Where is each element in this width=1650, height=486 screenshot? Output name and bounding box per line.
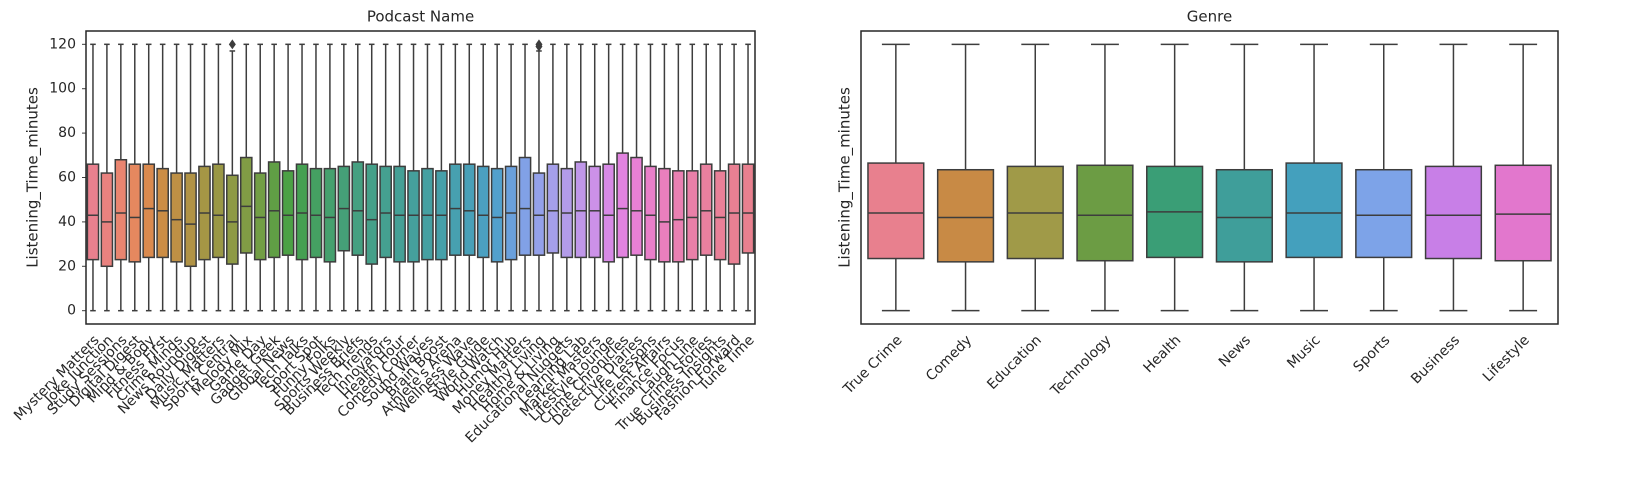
- box: [518, 156, 532, 256]
- box: [351, 161, 365, 256]
- box: [114, 158, 128, 261]
- outlier: [228, 39, 236, 50]
- box: [685, 170, 699, 261]
- box: [727, 163, 741, 265]
- box: [462, 163, 476, 256]
- box: [184, 172, 197, 268]
- x-tick-label: Business: [1408, 332, 1463, 387]
- box: [699, 163, 713, 256]
- box: [936, 168, 995, 263]
- axes-frame: [85, 30, 756, 325]
- box: [490, 167, 504, 263]
- box: [156, 167, 169, 259]
- x-tick-label: Sports: [1350, 332, 1393, 375]
- subplot-title: Genre: [1187, 8, 1232, 26]
- box: [741, 163, 755, 254]
- box: [86, 163, 100, 261]
- box: [1076, 164, 1134, 262]
- subplot: Genre Listening_Time_minutes True Crime Com…: [836, 8, 1559, 400]
- x-tick-label: Health: [1140, 332, 1184, 376]
- box: [239, 156, 253, 254]
- box: [309, 167, 323, 259]
- box: [323, 167, 337, 263]
- y-tick-label: 100: [49, 81, 76, 97]
- x-tick-label: True Crime: [840, 332, 906, 398]
- box: [142, 163, 156, 259]
- box: [1494, 164, 1552, 262]
- x-tick-label: Music: [1284, 332, 1323, 371]
- box: [616, 152, 629, 259]
- y-tick-label: 40: [58, 214, 76, 230]
- outlier: [535, 39, 543, 50]
- box: [128, 163, 142, 263]
- box: [713, 170, 727, 261]
- box: [532, 172, 546, 256]
- box: [393, 165, 406, 263]
- y-axis-label: Listening_Time_minutes: [836, 87, 855, 268]
- box: [1285, 162, 1343, 259]
- box: [672, 170, 685, 263]
- box: [602, 163, 615, 263]
- y-tick-label: 120: [49, 36, 76, 52]
- y-axis-label: Listening_Time_minutes: [24, 87, 43, 268]
- box: [100, 172, 114, 268]
- box: [170, 172, 183, 263]
- box: [588, 165, 602, 259]
- x-tick-label: Comedy: [923, 332, 975, 384]
- box: [449, 163, 462, 256]
- box: [1355, 168, 1413, 259]
- x-tick-label: Lifestyle: [1480, 332, 1533, 385]
- box: [1215, 168, 1273, 263]
- x-tick-label: Education: [984, 332, 1045, 393]
- box: [574, 161, 588, 259]
- box: [407, 170, 420, 263]
- box: [421, 167, 434, 261]
- y-tick-label: 0: [67, 303, 76, 319]
- box: [365, 163, 379, 265]
- box: [630, 156, 643, 256]
- box: [379, 165, 392, 259]
- y-tick-label: 80: [58, 125, 76, 141]
- box: [658, 167, 671, 263]
- x-tick-label: Technology: [1047, 332, 1114, 399]
- box: [295, 163, 309, 261]
- y-tick-label: 20: [58, 258, 76, 274]
- x-tick-label: News: [1216, 332, 1254, 370]
- axes-frame: [860, 30, 1559, 325]
- box: [546, 163, 560, 254]
- box: [644, 165, 657, 261]
- box: [253, 172, 267, 261]
- subplot-title: Podcast Name: [367, 8, 474, 26]
- box: [281, 170, 295, 256]
- box: [226, 174, 239, 265]
- y-tick-label: 60: [58, 170, 76, 186]
- box: [476, 165, 490, 259]
- subplot: Podcast Name Listening_Time_minutes 0 20 40 6…: [11, 8, 758, 447]
- box: [1424, 165, 1483, 260]
- box: [267, 161, 281, 259]
- box: [867, 162, 925, 260]
- box: [212, 163, 225, 259]
